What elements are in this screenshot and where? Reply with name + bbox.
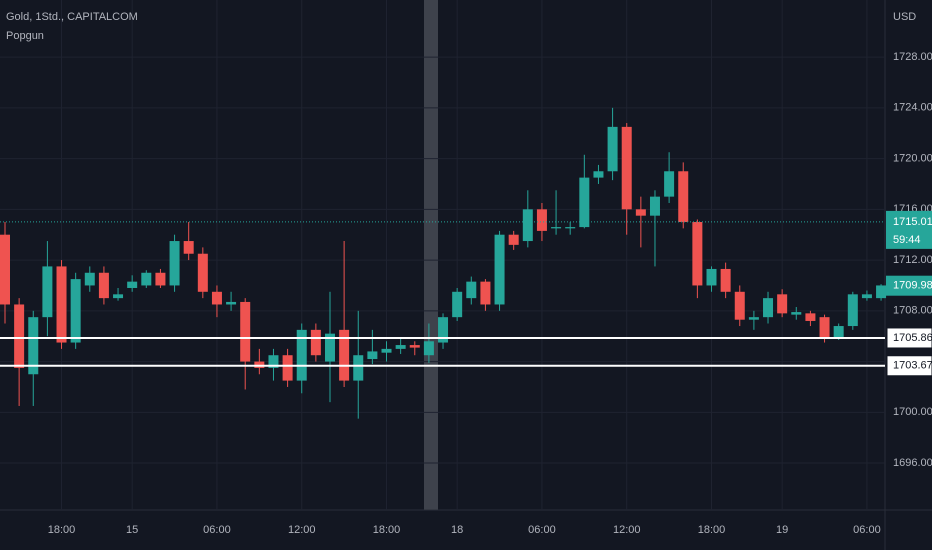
candle-body: [621, 126, 632, 210]
candle-body: [607, 126, 618, 172]
candle-body: [777, 294, 788, 314]
candle-body: [833, 326, 844, 339]
candle-body: [649, 196, 660, 216]
axis-unit: USD: [893, 11, 916, 23]
candle-body: [367, 351, 378, 360]
candle-body: [635, 209, 646, 216]
candle-body: [692, 222, 703, 286]
x-tick-label: 18:00: [698, 524, 726, 536]
x-tick-label: 19: [776, 524, 788, 536]
candle-body: [28, 317, 39, 375]
candle-body: [395, 345, 406, 349]
candle-body: [423, 341, 434, 356]
candle-body: [748, 317, 759, 320]
candle-body: [226, 301, 237, 305]
indicator-price-label: 1709.98: [893, 280, 932, 292]
y-tick-label: 1720.00: [893, 152, 932, 164]
candle-body: [452, 291, 463, 318]
candle-body: [522, 209, 533, 242]
candle-body: [551, 227, 562, 229]
candle-body: [536, 209, 547, 231]
level-label: 1705.86: [893, 332, 932, 344]
last-price-box: [886, 210, 932, 249]
candle-body: [734, 291, 745, 320]
x-tick-label: 12:00: [613, 524, 641, 536]
y-tick-label: 1708.00: [893, 305, 932, 317]
last-price-label: 1715.01: [893, 216, 932, 228]
candle-body: [409, 345, 420, 348]
candle-body: [876, 285, 887, 299]
candle-body: [127, 281, 138, 288]
candle-body: [268, 355, 279, 368]
y-tick-label: 1712.00: [893, 254, 932, 266]
candle-body: [706, 268, 717, 286]
candle-body: [565, 227, 576, 229]
candle-body: [42, 266, 53, 318]
candle-body: [0, 234, 10, 305]
candle-body: [113, 294, 124, 299]
candle-body: [169, 241, 180, 286]
x-tick-label: 06:00: [528, 524, 556, 536]
y-tick-label: 1696.00: [893, 457, 932, 469]
candle-body: [466, 281, 477, 299]
candle-body: [70, 279, 81, 343]
x-tick-label: 18:00: [373, 524, 401, 536]
candle-body: [381, 348, 392, 353]
candle-body: [353, 355, 364, 381]
y-tick-label: 1724.00: [893, 102, 932, 114]
candle-body: [480, 281, 491, 305]
candle-body: [183, 241, 194, 254]
y-tick-label: 1700.00: [893, 406, 932, 418]
candle-body: [438, 317, 449, 343]
candle-body: [508, 234, 519, 245]
candle-body: [296, 329, 307, 381]
candle-body: [847, 294, 858, 327]
candle-body: [324, 333, 335, 362]
candle-body: [56, 266, 67, 343]
chart-title: Gold, 1Std., CAPITALCOM: [6, 11, 138, 23]
candle-body: [197, 253, 208, 292]
candle-body: [84, 272, 95, 286]
candle-body: [678, 171, 689, 223]
candle-body: [861, 294, 872, 299]
countdown: 59:44: [893, 234, 921, 246]
candle-body: [664, 171, 675, 197]
candle-body: [494, 234, 505, 305]
x-tick-label: 18: [451, 524, 463, 536]
x-tick-label: 18:00: [48, 524, 76, 536]
candle-body: [763, 298, 774, 318]
candle-body: [579, 177, 590, 228]
x-tick-label: 06:00: [203, 524, 231, 536]
candle-body: [98, 272, 109, 299]
level-label-box: [886, 355, 932, 377]
candle-body: [14, 304, 25, 368]
candle-body: [791, 312, 802, 315]
candle-body: [254, 361, 265, 368]
y-tick-label: 1728.00: [893, 51, 932, 63]
candle-body: [339, 329, 350, 381]
candle-body: [141, 272, 152, 286]
candle-body: [593, 171, 604, 178]
candle-body: [282, 355, 293, 381]
level-label: 1703.67: [893, 360, 932, 372]
x-tick-label: 12:00: [288, 524, 316, 536]
indicator-name: Popgun: [6, 30, 44, 42]
level-label-box: [886, 327, 932, 349]
candle-body: [310, 329, 321, 356]
candle-body: [155, 272, 166, 286]
candle-body: [819, 317, 830, 339]
candle-body: [211, 291, 222, 305]
candle-body: [805, 313, 816, 321]
indicator-price-box: [886, 275, 932, 296]
candle-body: [720, 268, 731, 292]
candle-body: [240, 301, 251, 362]
x-tick-label: 06:00: [853, 524, 881, 536]
x-tick-label: 15: [126, 524, 138, 536]
highlight-band: [424, 0, 438, 510]
